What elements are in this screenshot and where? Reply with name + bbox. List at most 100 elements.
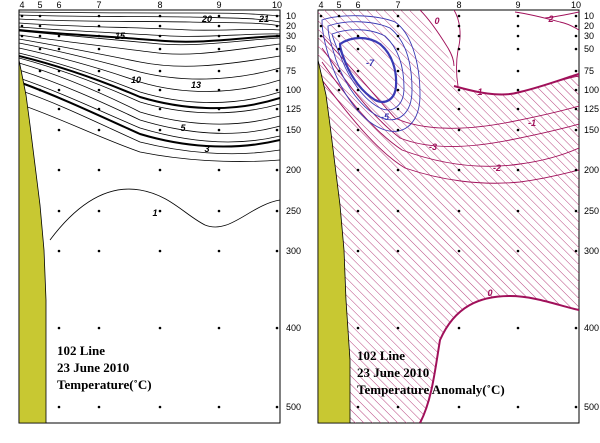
right-sample-dot: [396, 249, 400, 253]
right-contour-labels: 0 2 -7 -5 1 -1 -3 -2 0: [366, 14, 554, 298]
right-depth-400: 400: [584, 323, 599, 333]
right-sample-dot: [574, 326, 578, 330]
left-sample-dot: [217, 128, 221, 132]
left-sample-dot: [217, 88, 221, 92]
right-sample-dot: [356, 107, 360, 111]
right-sample-dot: [396, 24, 400, 28]
left-station-9: 9: [216, 0, 221, 10]
isotherm-1: [49, 188, 280, 241]
right-depth-100: 100: [584, 85, 599, 95]
right-sample-dot: [574, 24, 578, 28]
left-sample-dot: [57, 168, 61, 172]
left-sample-dot: [275, 209, 279, 213]
left-panel: 20 21 15 10 13 5 3 1 102 Line 23 June 20…: [18, 0, 301, 424]
right-sample-dot: [396, 168, 400, 172]
right-sample-dot: [574, 14, 578, 18]
left-coast: [18, 59, 47, 424]
right-sample-dot: [356, 88, 360, 92]
right-sample-dot: [396, 47, 400, 51]
left-sample-dot: [158, 405, 162, 409]
left-depth-125: 125: [286, 104, 301, 114]
right-sample-dot: [457, 168, 461, 172]
right-depth-125: 125: [584, 104, 599, 114]
left-label-10: 10: [131, 75, 141, 85]
left-station-labels: 4 5 6 7 8 9 10: [19, 0, 282, 10]
left-depth-100: 100: [286, 85, 301, 95]
right-sample-dot: [356, 128, 360, 132]
right-sample-dot: [457, 249, 461, 253]
right-sample-dot: [574, 88, 578, 92]
isotherm-group-bold: [19, 29, 280, 148]
right-sample-dot: [319, 14, 323, 18]
right-sample-dot: [516, 168, 520, 172]
right-station-6: 6: [355, 0, 360, 10]
right-sample-dot: [574, 69, 578, 73]
right-sample-dot: [457, 69, 461, 73]
right-station-9: 9: [515, 0, 520, 10]
right-sample-dot: [574, 405, 578, 409]
left-sample-dot: [275, 405, 279, 409]
left-label-20: 20: [201, 14, 212, 24]
left-sample-dot: [38, 34, 42, 38]
left-sample-dot: [217, 249, 221, 253]
left-depth-300: 300: [286, 246, 301, 256]
left-sample-dot: [275, 326, 279, 330]
right-sample-dot: [516, 14, 520, 18]
right-sample-dot: [457, 34, 461, 38]
left-sample-dot: [97, 107, 101, 111]
left-sample-dot: [217, 405, 221, 409]
left-sample-dot: [38, 88, 42, 92]
left-sample-dot: [57, 107, 61, 111]
right-sample-dot: [319, 34, 323, 38]
right-sample-dot: [356, 34, 360, 38]
right-label-minus2: -2: [493, 163, 501, 173]
left-sample-dot: [57, 249, 61, 253]
right-station-5: 5: [336, 0, 341, 10]
left-depth-250: 250: [286, 206, 301, 216]
left-sample-dot: [97, 24, 101, 28]
right-depth-500: 500: [584, 402, 599, 412]
right-label-2: 2: [547, 14, 553, 24]
right-sample-dot: [396, 34, 400, 38]
right-sample-dot: [396, 14, 400, 18]
right-sample-dot: [457, 47, 461, 51]
right-sample-dot: [457, 128, 461, 132]
right-sample-dot: [516, 47, 520, 51]
right-sample-dot: [396, 107, 400, 111]
left-sample-dot: [57, 326, 61, 330]
right-sample-dots: [319, 14, 578, 409]
left-depth-150: 150: [286, 125, 301, 135]
right-sample-dot: [457, 326, 461, 330]
right-sample-dot: [356, 326, 360, 330]
left-sample-dot: [158, 47, 162, 51]
right-sample-dot: [457, 405, 461, 409]
right-sample-dot: [337, 14, 341, 18]
right-label-minus3: -3: [429, 142, 437, 152]
left-sample-dot: [57, 88, 61, 92]
left-contour-labels: 20 21 15 10 13 5 3 1: [115, 14, 269, 218]
left-station-8: 8: [157, 0, 162, 10]
left-sample-dot: [158, 88, 162, 92]
left-sample-dot: [38, 69, 42, 73]
left-sample-dots: [20, 14, 279, 409]
right-label-0-top: 0: [434, 16, 439, 26]
right-sample-dot: [457, 209, 461, 213]
negative-anomaly-hatch: [318, 10, 579, 423]
left-sample-dot: [217, 326, 221, 330]
left-sample-dot: [57, 69, 61, 73]
left-sample-dot: [158, 249, 162, 253]
right-coast: [317, 59, 351, 424]
right-label-minus7: -7: [366, 58, 375, 68]
left-sample-dot: [97, 34, 101, 38]
left-sample-dot: [217, 24, 221, 28]
left-sample-dot: [217, 107, 221, 111]
left-depth-labels: 10 20 30 50 75 100 125 150 200 250 300 4…: [286, 11, 301, 412]
left-depth-75: 75: [286, 66, 296, 76]
left-sample-dot: [97, 249, 101, 253]
left-sample-dot: [158, 24, 162, 28]
left-sample-dot: [57, 209, 61, 213]
left-caption-variable: Temperature(˚C): [57, 377, 152, 392]
right-sample-dot: [337, 88, 341, 92]
right-depth-20: 20: [584, 21, 594, 31]
